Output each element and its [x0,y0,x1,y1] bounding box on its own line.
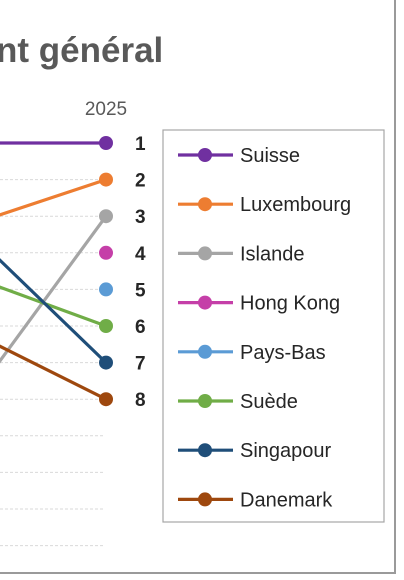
legend-marker-danemark [198,492,212,507]
data-point-islande [99,209,113,224]
data-point-luxembourg [99,172,113,187]
legend-label-su-de: Suède [240,391,298,413]
legend-marker-luxembourg [198,197,212,212]
data-point-su-de [99,319,113,333]
legend-marker-islande [198,246,212,261]
legend-marker-pays-bas [198,344,212,359]
rank-label: 3 [135,207,146,228]
legend-marker-singapour [198,443,212,458]
data-point-pays-bas [99,282,113,297]
series-line-danemark [0,344,108,401]
legend-marker-hong-kong [198,295,212,310]
x-tick-label: 2025 [85,99,127,120]
chart-frame: nt général 2025 1 2 3 4 5 6 7 8 Suisse Luxembour… [0,0,396,574]
legend-label-singapour: Singapour [240,440,332,462]
rank-label: 7 [135,354,146,375]
rank-label: 8 [135,390,146,411]
legend-box [162,129,385,523]
legend-label-danemark: Danemark [240,489,333,511]
legend-label-suisse: Suisse [240,145,300,167]
legend-marker-suisse [198,148,212,162]
series-line-singapour [0,258,108,365]
legend: Suisse Luxembourg Islande Hong Kong Pays-Bas… [162,129,385,523]
rank-label: 2 [135,171,146,192]
legend-marker-su-de [198,394,212,408]
data-point-suisse [99,136,113,150]
data-point-hong-kong [99,245,113,260]
legend-label-luxembourg: Luxembourg [240,194,351,216]
data-point-singapour [99,355,113,370]
series-line-su-de [0,285,108,328]
rank-label: 6 [135,317,146,338]
rank-label: 1 [135,134,146,155]
rank-label: 5 [135,280,146,301]
legend-label-pays-bas: Pays-Bas [240,342,326,364]
series-line-islande [0,214,108,364]
series-line-luxembourg [0,178,108,217]
data-point-danemark [99,392,113,407]
legend-label-hong-kong: Hong Kong [240,293,340,315]
series-lines [0,136,113,407]
rank-labels: 1 2 3 4 5 6 7 8 [135,134,146,411]
rank-label: 4 [135,244,146,265]
chart-title: nt général [0,31,163,70]
legend-label-islande: Islande [240,243,305,265]
